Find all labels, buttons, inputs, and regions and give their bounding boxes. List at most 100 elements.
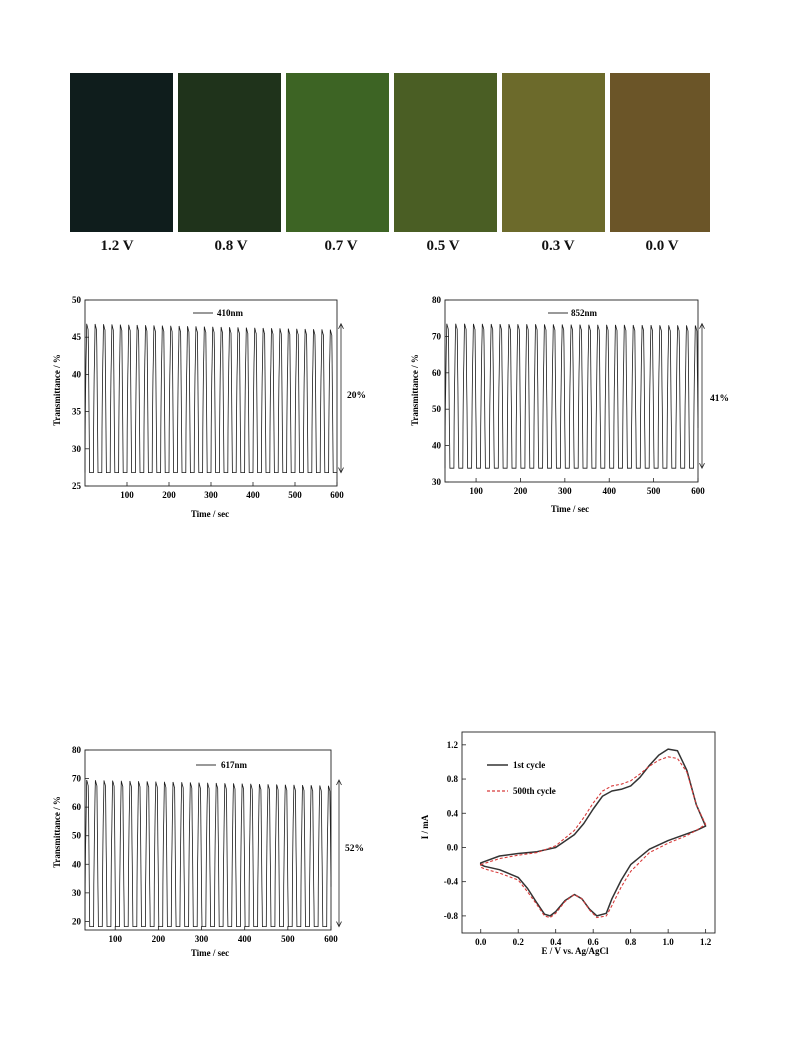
y-tick-label: 20 bbox=[72, 916, 82, 926]
swatch-label: 1.2 V bbox=[100, 238, 134, 254]
transmittance-chart-410nm: 100 200 300 400 500 600 25 30 35 40 45 50 410nm 20%… bbox=[52, 295, 366, 519]
swatch-0-5v bbox=[394, 73, 497, 232]
plot-area bbox=[84, 764, 342, 928]
modulation-annotation: 52% bbox=[345, 844, 364, 854]
legend-label: 852nm bbox=[571, 308, 598, 318]
y-tick-label: 60 bbox=[72, 802, 82, 812]
x-axis-label: Time / sec bbox=[191, 509, 229, 519]
x-tick-label: 0.2 bbox=[513, 937, 525, 947]
x-tick-label: 100 bbox=[108, 934, 122, 944]
axes: 100 200 300 400 500 600 30 40 50 60 70 80 bbox=[432, 295, 705, 496]
y-axis-label: I / mA bbox=[420, 814, 430, 839]
y-tick-label: 70 bbox=[72, 774, 82, 784]
y-tick-label: 1.2 bbox=[447, 740, 459, 750]
swatch-label: 0.7 V bbox=[324, 238, 358, 254]
y-tick-label: 35 bbox=[72, 407, 82, 417]
x-tick-label: 0.6 bbox=[588, 937, 600, 947]
x-tick-label: 400 bbox=[602, 486, 616, 496]
legend-label: 500th cycle bbox=[513, 786, 556, 796]
y-tick-label: 50 bbox=[72, 831, 82, 841]
axes: 100 200 300 400 500 600 20 30 40 50 60 70 80 bbox=[72, 745, 338, 944]
y-tick-label: 45 bbox=[72, 332, 82, 342]
plot-area bbox=[84, 312, 344, 474]
plot-frame bbox=[444, 299, 699, 483]
legend-label: 617nm bbox=[221, 760, 248, 770]
y-tick-label: 50 bbox=[72, 295, 82, 305]
swatch-0-3v bbox=[502, 73, 605, 232]
swatch-label: 0.5 V bbox=[426, 238, 460, 254]
series-line-1st-cycle bbox=[479, 748, 707, 917]
y-tick-label: -0.4 bbox=[444, 877, 459, 887]
y-axis-label: Transmittance / % bbox=[410, 354, 420, 426]
modulation-annotation: 20% bbox=[347, 391, 366, 401]
modulation-arrow-head-down bbox=[336, 921, 342, 928]
swatch-1-2v bbox=[70, 73, 173, 232]
x-tick-label: 0.8 bbox=[625, 937, 637, 947]
x-tick-label: 200 bbox=[162, 490, 176, 500]
x-tick-label: 300 bbox=[195, 934, 209, 944]
swatch-label: 0.8 V bbox=[214, 238, 248, 254]
cyclic-voltammogram-chart: 0.0 0.2 0.4 0.6 0.8 1.0 1.2 -0.8 -0.4 0.0 0.4 0.8 1.… bbox=[420, 731, 716, 956]
x-tick-label: 1.0 bbox=[663, 937, 675, 947]
x-tick-label: 0.0 bbox=[475, 937, 487, 947]
series-line-500th-cycle bbox=[480, 756, 707, 919]
plot-frame bbox=[461, 731, 716, 934]
x-tick-label: 300 bbox=[558, 486, 572, 496]
x-axis-label: Time / sec bbox=[191, 948, 229, 958]
y-tick-label: 40 bbox=[72, 369, 82, 379]
x-tick-label: 500 bbox=[288, 490, 302, 500]
y-tick-label: 50 bbox=[432, 404, 442, 414]
swatch-label: 0.3 V bbox=[541, 238, 575, 254]
y-tick-label: -0.8 bbox=[444, 911, 459, 921]
y-tick-label: 0.0 bbox=[447, 842, 459, 852]
x-tick-label: 400 bbox=[238, 934, 252, 944]
plot-area bbox=[479, 748, 707, 919]
modulation-arrow-head-down bbox=[699, 462, 705, 470]
x-tick-label: 200 bbox=[514, 486, 528, 496]
swatch-label: 0.0 V bbox=[645, 238, 679, 254]
x-tick-label: 300 bbox=[204, 490, 218, 500]
series-line-410nm bbox=[84, 323, 337, 473]
series-line-852nm bbox=[444, 323, 699, 469]
transmittance-chart-617nm: 100 200 300 400 500 600 20 30 40 50 60 70 80 617nm 5… bbox=[52, 745, 364, 958]
x-tick-label: 400 bbox=[246, 490, 260, 500]
modulation-arrow-head-up bbox=[699, 322, 705, 329]
legend-label: 1st cycle bbox=[513, 760, 545, 770]
y-tick-label: 30 bbox=[72, 888, 82, 898]
x-axis-label: E / V vs. Ag/AgCl bbox=[542, 946, 609, 956]
x-tick-label: 500 bbox=[281, 934, 295, 944]
swatch-0-8v bbox=[178, 73, 281, 232]
y-tick-label: 70 bbox=[432, 331, 442, 341]
swatch-0-0v bbox=[610, 73, 710, 232]
axes: 0.0 0.2 0.4 0.6 0.8 1.0 1.2 -0.8 -0.4 0.0 0.4 0.8 1.… bbox=[444, 731, 716, 947]
x-axis-label: Time / sec bbox=[551, 504, 589, 514]
y-tick-label: 60 bbox=[432, 368, 442, 378]
y-tick-label: 0.4 bbox=[447, 808, 459, 818]
x-tick-label: 200 bbox=[152, 934, 166, 944]
axes: 100 200 300 400 500 600 25 30 35 40 45 50 bbox=[72, 295, 344, 500]
plot-area bbox=[444, 312, 705, 470]
transmittance-chart-852nm: 100 200 300 400 500 600 30 40 50 60 70 80 852nm 41%… bbox=[410, 295, 729, 514]
y-tick-label: 25 bbox=[72, 481, 82, 491]
modulation-arrow-head-up bbox=[336, 779, 342, 786]
legend-label: 410nm bbox=[217, 308, 244, 318]
modulation-arrow-head-up bbox=[338, 322, 344, 329]
y-tick-label: 80 bbox=[72, 745, 82, 755]
series-line-617nm bbox=[84, 779, 332, 927]
x-tick-label: 600 bbox=[691, 486, 705, 496]
y-axis-label: Transmittance / % bbox=[52, 796, 62, 868]
y-tick-label: 40 bbox=[72, 859, 82, 869]
plot-frame bbox=[84, 749, 332, 931]
modulation-arrow-head-down bbox=[338, 467, 344, 474]
y-tick-label: 40 bbox=[432, 441, 442, 451]
y-tick-label: 0.8 bbox=[447, 774, 459, 784]
swatch-0-7v bbox=[286, 73, 389, 232]
y-tick-label: 30 bbox=[432, 477, 442, 487]
y-tick-label: 80 bbox=[432, 295, 442, 305]
x-tick-label: 1.2 bbox=[700, 937, 712, 947]
x-tick-label: 100 bbox=[120, 490, 134, 500]
x-tick-label: 600 bbox=[330, 490, 344, 500]
x-tick-label: 0.4 bbox=[550, 937, 562, 947]
y-tick-label: 30 bbox=[72, 444, 82, 454]
y-axis-label: Transmittance / % bbox=[52, 354, 62, 426]
